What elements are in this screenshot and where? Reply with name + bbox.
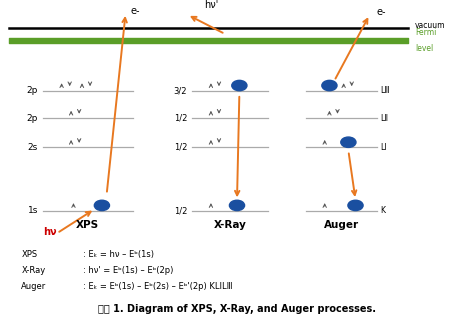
- Text: Auger: Auger: [21, 282, 46, 291]
- Circle shape: [229, 200, 245, 211]
- Text: Fermi: Fermi: [415, 28, 436, 37]
- Text: LⅡ: LⅡ: [381, 114, 389, 123]
- Text: vacuum: vacuum: [415, 21, 445, 30]
- Text: 2s: 2s: [27, 143, 38, 152]
- Text: 그림 1. Diagram of XPS, X-Ray, and Auger processes.: 그림 1. Diagram of XPS, X-Ray, and Auger p…: [98, 304, 376, 314]
- Text: 1/2: 1/2: [174, 114, 187, 123]
- Text: LⅠ: LⅠ: [381, 143, 387, 152]
- Circle shape: [348, 200, 363, 211]
- Text: X-Ray: X-Ray: [213, 220, 246, 230]
- Text: 1s: 1s: [27, 206, 38, 215]
- Circle shape: [322, 80, 337, 91]
- Text: hν: hν: [43, 227, 56, 237]
- Text: level: level: [415, 44, 433, 53]
- Text: : Eₖ = hν – Eᵇ(1s): : Eₖ = hν – Eᵇ(1s): [83, 250, 154, 259]
- Text: X-Ray: X-Ray: [21, 266, 46, 275]
- Circle shape: [232, 80, 247, 91]
- Circle shape: [94, 200, 109, 211]
- Text: 1/2: 1/2: [174, 206, 187, 215]
- Text: XPS: XPS: [21, 250, 37, 259]
- Text: 3/2: 3/2: [174, 86, 187, 95]
- Text: LⅢ: LⅢ: [381, 86, 390, 95]
- Text: Auger: Auger: [324, 220, 359, 230]
- Text: 2p: 2p: [27, 114, 38, 123]
- Text: e-: e-: [377, 7, 386, 17]
- Text: 1/2: 1/2: [174, 143, 187, 152]
- Text: : hν' = Eᵇ(1s) – Eᵇ(2p): : hν' = Eᵇ(1s) – Eᵇ(2p): [83, 266, 173, 275]
- Circle shape: [341, 137, 356, 147]
- Text: : Eₖ = Eᵇ(1s) – Eᵇ(2s) – Eᵇ'(2p) KLⅠLⅢ: : Eₖ = Eᵇ(1s) – Eᵇ(2s) – Eᵇ'(2p) KLⅠLⅢ: [83, 282, 232, 291]
- Text: K: K: [381, 206, 386, 215]
- Text: XPS: XPS: [76, 220, 99, 230]
- Text: 2p: 2p: [27, 86, 38, 95]
- Text: e-: e-: [130, 6, 140, 16]
- Text: hν': hν': [204, 0, 218, 10]
